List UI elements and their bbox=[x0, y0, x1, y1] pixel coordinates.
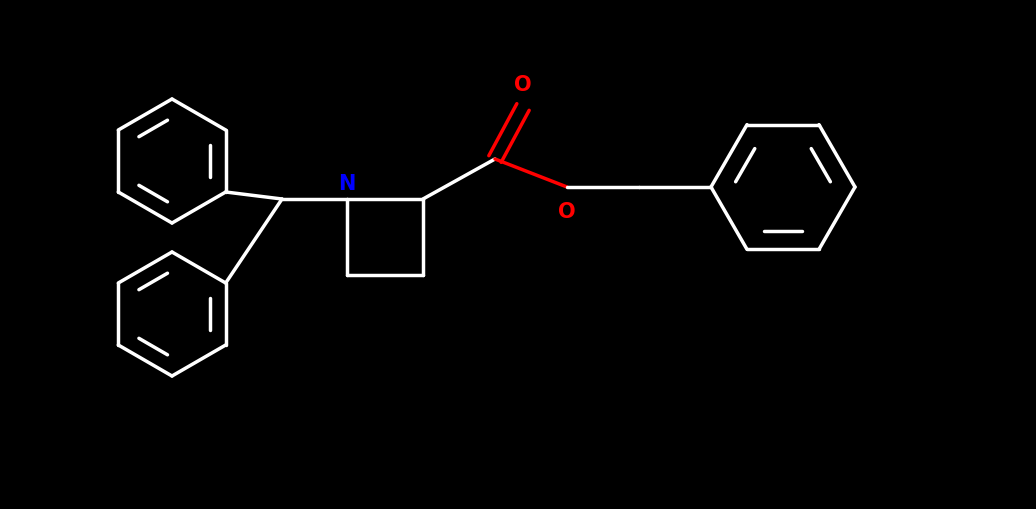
Text: O: O bbox=[558, 202, 576, 222]
Text: O: O bbox=[514, 75, 531, 95]
Text: N: N bbox=[339, 174, 355, 194]
